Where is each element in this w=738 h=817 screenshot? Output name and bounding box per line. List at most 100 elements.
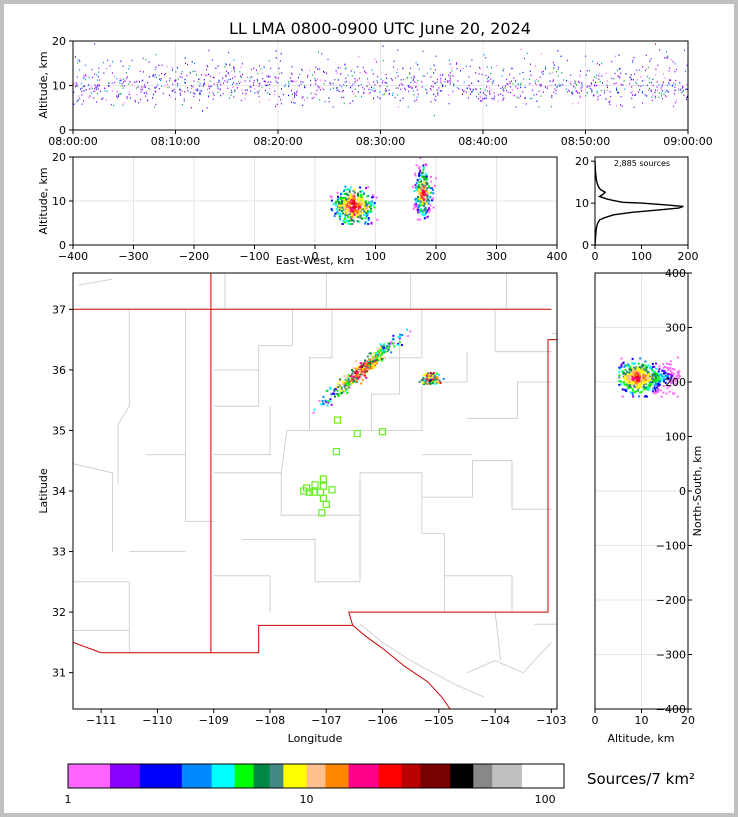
time-height-point [265,84,267,86]
time-height-point [655,68,657,70]
time-height-point [160,79,161,82]
ew-cluster-cell [348,189,351,192]
time-height-point [167,83,169,86]
county-boundary [421,460,474,498]
time-height-point [485,74,487,77]
time-height-ytick-label: 10 [52,80,66,93]
time-height-point [199,89,201,92]
colorbar-segment [234,764,255,788]
plan-cluster-cell [365,376,368,379]
time-height-point [641,91,643,93]
time-height-point [444,78,446,80]
time-height-point [421,81,423,83]
time-height-point [337,67,339,69]
time-height-point [536,100,538,102]
ns-cluster-cell [627,365,630,368]
time-height-xtick-label: 08:10:00 [151,135,200,148]
ew-cluster-cell [359,195,362,198]
ns-cluster-cell [639,357,642,360]
time-height-point [379,91,381,93]
time-height-point [374,84,376,86]
time-height-point [682,89,684,92]
time-height-point [561,72,563,74]
time-height-point [376,80,378,82]
time-height-point [510,92,512,94]
time-height-point [652,94,654,96]
time-height-point [549,80,551,82]
time-height-point [451,70,453,72]
time-height-point [216,84,218,86]
ns-cluster-cell [660,375,663,378]
ns-ytick-label: 200 [665,376,686,389]
ns-cluster-cell [643,374,646,377]
ew-cluster-cell [350,214,353,217]
plan-cluster-cell [400,344,403,346]
time-height-point [190,107,192,109]
ns-cluster-cell [618,380,621,383]
time-height-point [613,78,615,80]
ns-xtick-label: 0 [592,714,599,727]
ns-cluster-cell [642,373,645,376]
time-height-point [349,102,351,105]
time-height-point [294,102,296,104]
plan-cluster-cell [431,373,434,376]
plan-cluster-cell [364,368,367,371]
ew-cluster-cell [420,193,423,196]
time-height-point [490,73,492,75]
time-height-point [666,91,668,93]
ns-cluster-cell [640,383,643,386]
ns-cluster-cell [631,357,634,360]
ns-cluster-cell [655,386,658,389]
time-height-point [236,87,238,89]
ew-cluster-cell [339,197,342,200]
ns-cluster-cell [662,371,665,374]
time-height-point [624,88,626,90]
plan-cluster-cell [345,382,348,385]
ew-cluster-cell [358,209,361,212]
ns-cluster-cell [638,372,641,375]
time-height-point [442,84,444,87]
ew-cluster-cell [414,198,417,201]
time-height-point [594,75,595,78]
time-height-point [132,84,133,86]
ns-cluster-cell [630,378,633,381]
ns-cluster-cell [624,376,627,379]
time-height-point [386,77,388,79]
time-height-point [412,90,414,92]
ew-cluster-cell [416,198,419,201]
ew-cluster-cell [364,222,367,225]
time-height-point [436,78,438,81]
time-height-point [119,80,121,82]
time-height-point [658,96,660,99]
ns-cluster-cell [655,377,658,379]
plan-cluster-cell [390,341,393,344]
ew-cluster-cell [359,186,362,189]
time-height-point [572,91,574,94]
time-height-point [629,83,631,85]
time-height-point [347,74,349,77]
time-height-point [242,92,244,94]
time-height-point [222,92,224,95]
time-height-point [630,91,632,94]
time-height-point [667,57,669,59]
time-height-point [485,104,487,106]
plan-cluster-cell [435,372,438,375]
time-height-point [107,85,109,87]
plan-view-panel: Latitude Longitude −111 −110 −109 −108 −107−… [37,272,566,745]
time-height-point [650,90,652,92]
ns-cluster-cell [622,361,625,364]
time-height-point [193,80,195,82]
county-boundary [494,612,502,661]
time-height-point [462,93,463,96]
time-height-point [90,92,92,94]
time-height-point [503,90,505,92]
histogram-xtick-label: 100 [631,250,652,263]
time-height-point [550,106,552,108]
time-height-point [257,92,259,94]
time-height-point [324,80,326,82]
time-height-point [545,68,546,70]
time-height-point [268,87,270,90]
time-height-point [407,84,409,87]
time-height-point [270,67,272,70]
ns-cluster-cell [634,367,637,370]
